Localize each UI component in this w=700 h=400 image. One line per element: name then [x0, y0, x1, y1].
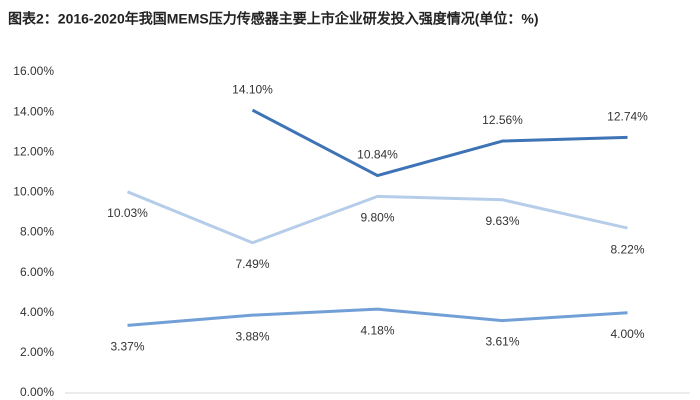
y-tick-label: 14.00%	[13, 104, 54, 118]
series-line	[251, 108, 628, 178]
data-label: 9.63%	[485, 214, 519, 228]
data-label: 3.37%	[110, 340, 144, 354]
data-label: 4.18%	[360, 323, 394, 337]
y-tick-label: 8.00%	[20, 225, 54, 239]
data-label: 12.74%	[607, 110, 648, 124]
data-label: 10.84%	[357, 148, 398, 162]
chart-title: 图表2：2016-2020年我国MEMS压力传感器主要上市企业研发投入强度情况(…	[8, 11, 539, 27]
y-tick-label: 16.00%	[13, 64, 54, 78]
series-line	[127, 307, 628, 327]
y-tick-label: 12.00%	[13, 144, 54, 158]
y-tick-label: 4.00%	[20, 305, 54, 319]
y-tick-label: 0.00%	[20, 385, 54, 399]
data-label: 9.80%	[360, 211, 394, 225]
data-label: 3.61%	[485, 335, 519, 349]
data-label: 7.49%	[235, 257, 269, 271]
series-line	[126, 190, 628, 245]
data-label: 8.22%	[610, 242, 644, 256]
data-label: 12.56%	[482, 113, 523, 127]
data-label: 3.88%	[235, 329, 269, 343]
y-tick-label: 2.00%	[20, 345, 54, 359]
y-tick-label: 10.00%	[13, 185, 54, 199]
y-tick-label: 6.00%	[20, 265, 54, 279]
data-label: 14.10%	[232, 82, 273, 96]
data-label: 4.00%	[610, 327, 644, 341]
data-label: 10.03%	[107, 206, 148, 220]
